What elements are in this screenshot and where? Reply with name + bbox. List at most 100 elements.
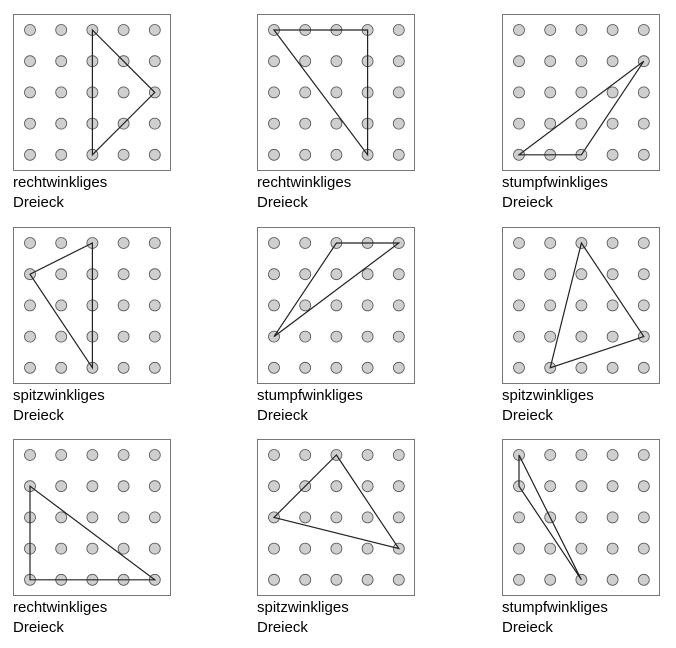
peg-dot	[392, 361, 405, 374]
peg-dot	[268, 542, 280, 555]
peg-dot	[55, 86, 68, 99]
peg-dot	[55, 449, 68, 461]
peg-dot	[24, 449, 36, 461]
peg-dot	[268, 361, 280, 374]
peg-dot	[637, 24, 650, 36]
triangle	[549, 241, 645, 369]
peg-dot	[392, 449, 405, 461]
peg-dot	[268, 449, 280, 461]
peg-dot	[117, 148, 130, 161]
peg-dot	[86, 449, 99, 461]
peg-dot	[330, 299, 343, 312]
peg-dot	[86, 480, 99, 493]
peg-dot	[606, 237, 619, 249]
peg-dot	[55, 299, 68, 312]
geoboard	[257, 14, 415, 171]
peg-dot	[24, 330, 36, 343]
triangle-label: stumpfwinkliges Dreieck	[502, 598, 662, 638]
peg-dot	[148, 237, 161, 249]
peg-dot	[637, 237, 650, 249]
peg-dot	[117, 542, 130, 555]
peg-dot	[330, 86, 343, 99]
triangle-label: stumpfwinkliges Dreieck	[502, 173, 662, 213]
triangle-noun: Dreieck	[502, 407, 553, 424]
peg-dot	[513, 55, 525, 68]
triangle-type: rechtwinkliges	[13, 599, 108, 616]
triangle	[272, 454, 401, 550]
peg-dot	[392, 299, 405, 312]
triangle	[272, 29, 369, 157]
peg-dot	[544, 55, 557, 68]
peg-dot	[544, 480, 557, 493]
triangle-type: spitzwinkliges	[502, 387, 594, 404]
peg-dot	[299, 86, 312, 99]
peg-dot	[117, 511, 130, 524]
peg-dot	[330, 573, 343, 586]
geoboard	[13, 14, 171, 171]
peg-dot	[606, 330, 619, 343]
peg-dot	[606, 117, 619, 130]
peg-dot	[544, 573, 557, 586]
peg-dot	[606, 361, 619, 374]
peg-dot	[268, 573, 280, 586]
peg-dot	[513, 361, 525, 374]
peg-dot	[55, 330, 68, 343]
peg-dot	[330, 117, 343, 130]
geoboard	[502, 14, 660, 171]
peg-dot	[117, 86, 130, 99]
peg-dot	[24, 237, 36, 249]
peg-dot	[392, 117, 405, 130]
peg-dot	[117, 449, 130, 461]
peg-dot	[637, 148, 650, 161]
peg-dot	[575, 268, 588, 281]
peg-dot	[513, 573, 525, 586]
peg-dot	[513, 330, 525, 343]
peg-dot	[392, 480, 405, 493]
peg-dot	[299, 511, 312, 524]
peg-dot	[24, 361, 36, 374]
peg-dot	[637, 449, 650, 461]
peg-dot	[392, 511, 405, 524]
peg-dot	[544, 299, 557, 312]
peg-dot	[637, 480, 650, 493]
peg-dot	[544, 449, 557, 461]
peg-dot	[86, 542, 99, 555]
peg-dot	[637, 86, 650, 99]
peg-dot	[361, 361, 374, 374]
peg-dot	[299, 237, 312, 249]
geoboard-panel: spitzwinkliges Dreieck	[502, 227, 662, 426]
peg-dot	[330, 361, 343, 374]
peg-dot	[148, 330, 161, 343]
peg-dot	[24, 86, 36, 99]
peg-dot	[361, 449, 374, 461]
triangle-noun: Dreieck	[257, 619, 308, 636]
geoboard	[257, 439, 415, 596]
peg-dot	[148, 299, 161, 312]
peg-dot	[330, 148, 343, 161]
peg-dot	[299, 299, 312, 312]
peg-dot	[575, 361, 588, 374]
peg-dot	[55, 542, 68, 555]
triangle-noun: Dreieck	[257, 194, 308, 211]
peg-dot	[637, 573, 650, 586]
peg-dot	[513, 268, 525, 281]
geoboard-panel: spitzwinkliges Dreieck	[13, 227, 173, 426]
peg-dot	[117, 24, 130, 36]
peg-dot	[513, 299, 525, 312]
geoboard	[502, 227, 660, 384]
geoboard	[502, 439, 660, 596]
triangle-label: rechtwinkliges Dreieck	[13, 173, 173, 213]
triangle-label: rechtwinkliges Dreieck	[13, 598, 173, 638]
peg-dot	[575, 117, 588, 130]
peg-dot	[606, 449, 619, 461]
peg-dot	[148, 542, 161, 555]
peg-dot	[575, 330, 588, 343]
peg-dot	[148, 148, 161, 161]
peg-dot	[544, 330, 557, 343]
peg-dot	[55, 361, 68, 374]
peg-dot	[55, 117, 68, 130]
peg-dot	[148, 24, 161, 36]
peg-dot	[55, 148, 68, 161]
peg-dot	[268, 299, 280, 312]
triangle-label: stumpfwinkliges Dreieck	[257, 386, 417, 426]
